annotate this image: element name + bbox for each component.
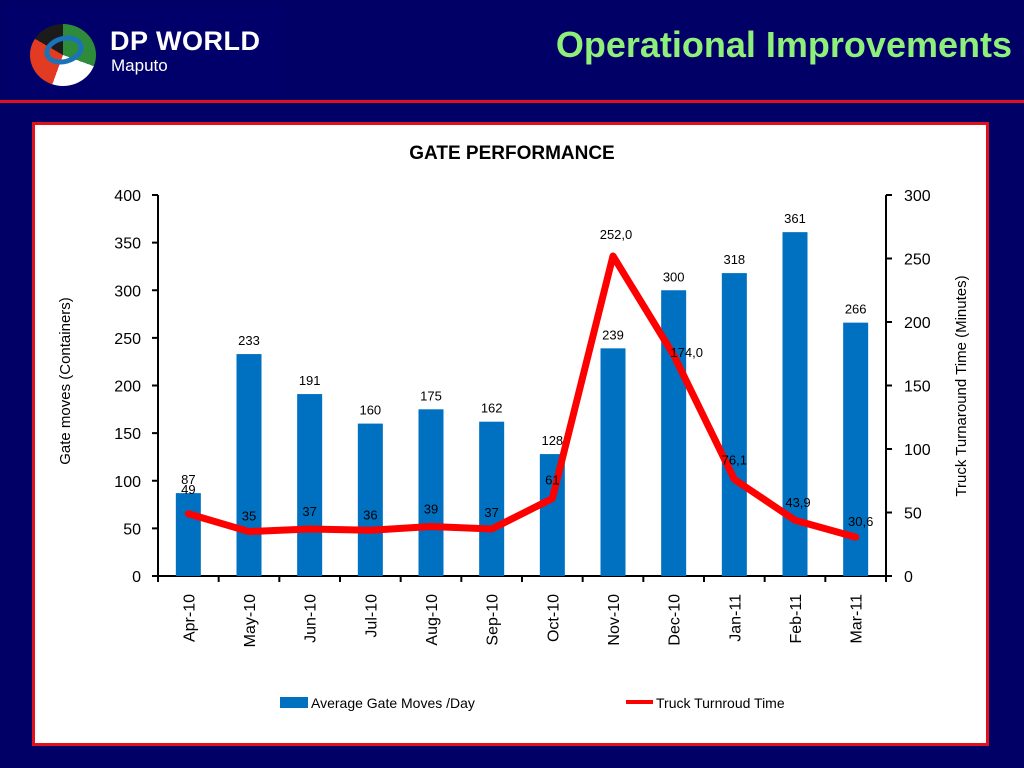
- x-tick-label: Jun-10: [303, 594, 320, 643]
- x-tick-label: Dec-10: [667, 594, 684, 646]
- bar: [661, 290, 687, 576]
- turnaround-line: [184, 252, 860, 541]
- bar-value-label: 162: [481, 401, 503, 416]
- y-tick-label: 400: [114, 188, 141, 205]
- y-axis-label: Gate moves (Containers): [57, 297, 74, 465]
- y-tick-label: 300: [114, 283, 141, 300]
- chart-title: GATE PERFORMANCE: [409, 143, 614, 164]
- line-value-label: 252,0: [600, 227, 633, 242]
- logo-subtitle: Maputo: [111, 56, 168, 75]
- x-tick-label: Sep-10: [485, 594, 502, 646]
- bar-value-label: 266: [845, 302, 867, 317]
- y-tick-label: 250: [114, 331, 141, 348]
- line-value-label: 35: [242, 509, 256, 524]
- line-value-label: 61: [545, 473, 559, 488]
- y2-tick-label: 300: [904, 188, 931, 205]
- y-tick-label: 200: [114, 379, 141, 396]
- x-tick-label: Jul-10: [363, 594, 380, 638]
- y2-tick-label: 200: [904, 315, 931, 332]
- x-tick-label: Aug-10: [424, 594, 441, 646]
- line-value-label: 43,9: [785, 495, 810, 510]
- legend-label-line: Truck Turnroud Time: [656, 695, 785, 711]
- legend-swatch-bars: [280, 697, 308, 708]
- bar: [175, 493, 201, 576]
- y-tick-label: 350: [114, 236, 141, 253]
- dp-world-logo: DP WORLD Maputo: [4, 4, 284, 96]
- bar-value-label: 233: [238, 333, 260, 348]
- bar: [357, 423, 383, 576]
- line-value-label: 39: [424, 501, 438, 516]
- line-value-label: 37: [302, 504, 316, 519]
- bar-value-label: 239: [602, 327, 624, 342]
- page-title: Operational Improvements: [555, 24, 1012, 65]
- line-value-label: 76,1: [722, 452, 747, 467]
- y-tick-label: 150: [114, 426, 141, 443]
- bar: [479, 421, 505, 576]
- bar: [600, 348, 626, 576]
- logo-name: DP WORLD: [110, 26, 261, 56]
- bar: [297, 394, 323, 576]
- x-tick-label: Mar-11: [849, 594, 866, 644]
- bar-value-label: 87: [181, 472, 195, 487]
- y2-axis-label: Truck Turnaround Time (Minutes): [953, 275, 970, 496]
- bar-value-label: 160: [359, 403, 381, 418]
- y2-tick-label: 250: [904, 252, 931, 269]
- line-value-label: 174,0: [670, 345, 703, 360]
- bar-value-label: 300: [663, 269, 685, 284]
- line-value-label: 36: [363, 507, 377, 522]
- bar-value-label: 361: [784, 211, 806, 226]
- header-divider: [0, 100, 1024, 103]
- x-tick-label: Nov-10: [606, 594, 623, 646]
- legend: Average Gate Moves /Day Truck Turnroud T…: [280, 695, 785, 711]
- y-tick-label: 0: [132, 569, 141, 586]
- y-tick-label: 50: [123, 521, 141, 538]
- x-tick-label: Jan-11: [727, 594, 744, 642]
- legend-label-bars: Average Gate Moves /Day: [311, 695, 475, 711]
- y2-tick-label: 0: [904, 569, 913, 586]
- bar-value-label: 191: [299, 373, 321, 388]
- y2-tick-label: 50: [904, 506, 922, 523]
- globe-icon: [30, 24, 96, 86]
- x-tick-label: Feb-11: [788, 594, 805, 644]
- bar: [418, 409, 444, 576]
- bar-value-label: 128: [541, 433, 563, 448]
- slide-header: DP WORLD Maputo Operational Improvements: [0, 0, 1024, 100]
- bar: [236, 354, 262, 576]
- y2-tick-label: 100: [904, 442, 931, 459]
- line-value-label: 49: [181, 482, 195, 497]
- y2-tick-label: 150: [904, 379, 931, 396]
- line-value-label: 37: [484, 505, 498, 520]
- bar-value-label: 318: [723, 252, 745, 267]
- bar: [721, 273, 747, 576]
- line-value-label: 30,6: [848, 514, 873, 529]
- bar-value-label: 175: [420, 388, 442, 403]
- x-tick-label: May-10: [242, 594, 259, 647]
- chart-frame: [32, 122, 989, 746]
- y-tick-label: 100: [114, 474, 141, 491]
- x-tick-label: Oct-10: [545, 594, 562, 642]
- x-tick-label: Apr-10: [181, 594, 198, 642]
